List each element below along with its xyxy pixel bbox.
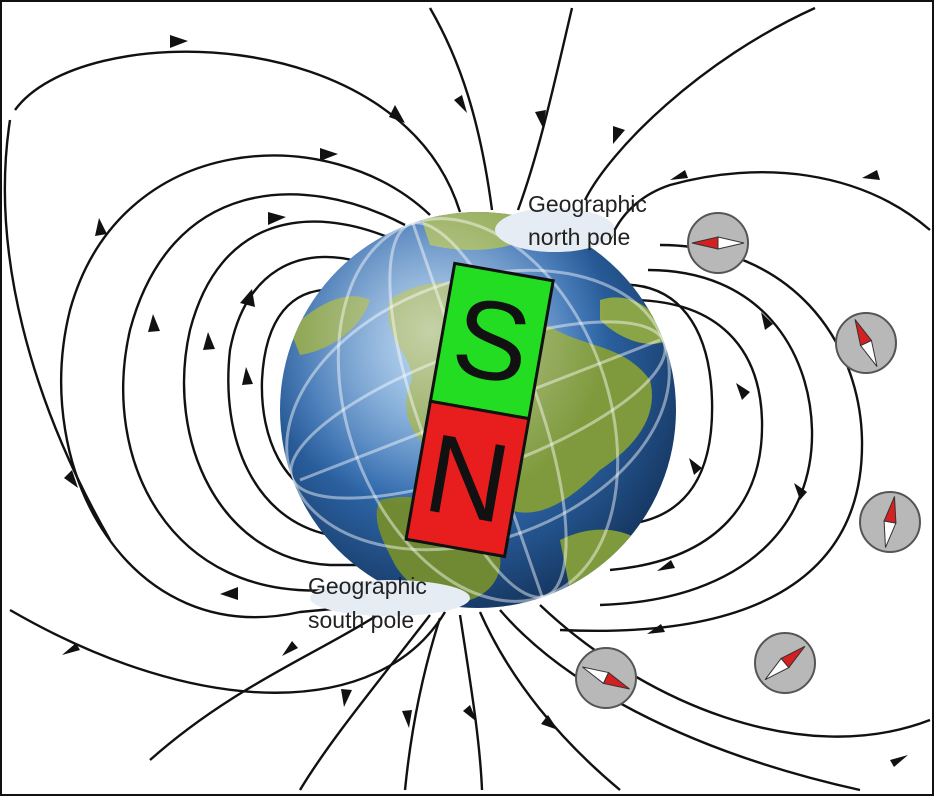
- field-line: [9, 608, 447, 694]
- arrowhead: [220, 587, 238, 600]
- south-label-line1: Geographic: [308, 573, 427, 599]
- arrowhead: [454, 95, 467, 113]
- field-arrows: [62, 35, 908, 767]
- field-line: [516, 7, 574, 211]
- north-label-line2: north pole: [528, 224, 630, 250]
- field-line: [403, 617, 442, 791]
- arrowhead: [389, 105, 405, 123]
- compass: [687, 212, 749, 274]
- north-polar-cap: [495, 208, 615, 252]
- field-line: [14, 50, 462, 213]
- bar-magnet: S N: [404, 261, 555, 559]
- compass: [575, 647, 637, 709]
- arrowhead: [657, 560, 675, 571]
- arrowhead: [62, 643, 80, 655]
- arrowhead: [240, 289, 255, 307]
- field-line: [478, 611, 621, 791]
- field-line: [609, 298, 764, 572]
- arrowhead: [282, 641, 298, 656]
- magnet-north-half: [404, 399, 531, 559]
- field-line: [608, 171, 931, 241]
- south-label-line2: south pole: [308, 607, 414, 633]
- arrowhead: [341, 689, 352, 707]
- south-pole-label: Geographic south pole: [308, 573, 427, 633]
- field-line: [559, 243, 864, 633]
- arrowhead: [794, 483, 807, 500]
- arrowhead: [64, 470, 78, 488]
- field-lines-right: [559, 243, 864, 633]
- field-line: [60, 154, 431, 619]
- arrowhead: [402, 710, 412, 728]
- arrowhead: [862, 170, 880, 180]
- field-line: [458, 614, 484, 791]
- arrowhead: [647, 624, 665, 634]
- arrowhead: [613, 126, 625, 144]
- arrowhead: [689, 458, 702, 475]
- arrowhead: [95, 218, 107, 236]
- north-label-line1: Geographic: [528, 191, 647, 217]
- arrowhead: [320, 148, 338, 161]
- south-polar-cap: [310, 580, 470, 616]
- field-line: [583, 6, 816, 201]
- arrowhead: [890, 755, 908, 767]
- field-lines-top: [428, 6, 931, 241]
- arrowhead: [736, 383, 750, 400]
- compass: [754, 632, 816, 694]
- field-line: [3, 119, 112, 541]
- field-lines-bottom: [149, 599, 931, 792]
- compass: [835, 312, 897, 374]
- field-line: [499, 609, 861, 792]
- field-line: [149, 599, 401, 761]
- compass: [859, 491, 921, 553]
- field-line: [599, 268, 814, 607]
- arrowhead: [761, 312, 773, 330]
- field-line: [298, 614, 431, 791]
- arrowhead: [203, 332, 215, 350]
- arrowhead: [541, 715, 558, 730]
- field-line: [227, 255, 361, 537]
- arrowhead: [463, 705, 477, 722]
- field-line: [539, 604, 931, 738]
- field-line: [122, 193, 411, 592]
- arrowhead: [148, 314, 160, 332]
- arrowhead: [170, 35, 188, 48]
- field-line: [614, 283, 714, 527]
- arrowhead: [535, 110, 546, 128]
- field-line: [428, 7, 494, 211]
- arrowhead: [268, 212, 286, 225]
- north-pole-label: Geographic north pole: [528, 191, 647, 250]
- field-line: [182, 220, 391, 567]
- compasses: [575, 212, 921, 709]
- arrowhead: [670, 170, 688, 180]
- arrowhead: [242, 367, 253, 385]
